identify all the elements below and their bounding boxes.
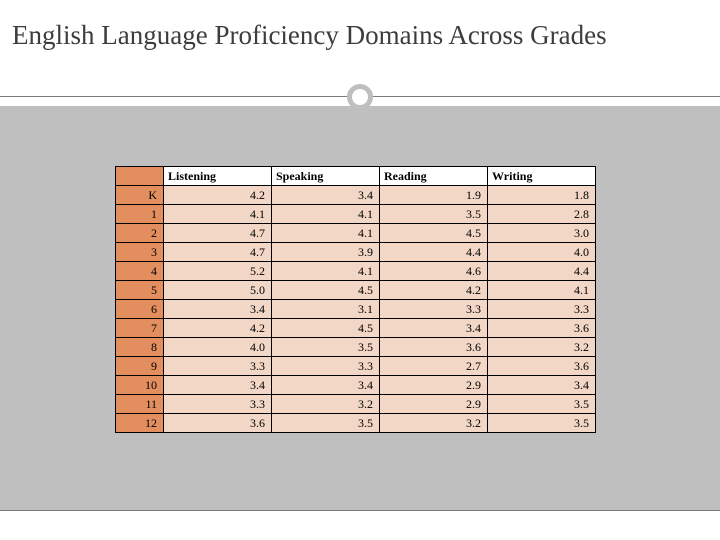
value-cell: 3.4 — [164, 300, 272, 319]
value-cell: 3.3 — [488, 300, 596, 319]
col-header: Writing — [488, 167, 596, 186]
value-cell: 4.4 — [488, 262, 596, 281]
grade-cell: 7 — [116, 319, 164, 338]
value-cell: 4.6 — [380, 262, 488, 281]
value-cell: 4.5 — [272, 319, 380, 338]
bottom-bar — [0, 510, 720, 540]
grade-cell: 9 — [116, 357, 164, 376]
table-row: 113.33.22.93.5 — [116, 395, 596, 414]
value-cell: 4.2 — [380, 281, 488, 300]
grade-cell: K — [116, 186, 164, 205]
value-cell: 3.4 — [272, 376, 380, 395]
value-cell: 3.2 — [380, 414, 488, 433]
table-row: 103.43.42.93.4 — [116, 376, 596, 395]
table-row: 34.73.94.44.0 — [116, 243, 596, 262]
grade-cell: 3 — [116, 243, 164, 262]
table-row: 93.33.32.73.6 — [116, 357, 596, 376]
grade-cell: 1 — [116, 205, 164, 224]
grade-cell: 4 — [116, 262, 164, 281]
col-header: Listening — [164, 167, 272, 186]
value-cell: 3.5 — [488, 414, 596, 433]
value-cell: 4.1 — [488, 281, 596, 300]
value-cell: 3.9 — [272, 243, 380, 262]
grade-header — [116, 167, 164, 186]
table-row: 55.04.54.24.1 — [116, 281, 596, 300]
table-row: 74.24.53.43.6 — [116, 319, 596, 338]
grade-cell: 2 — [116, 224, 164, 243]
value-cell: 3.3 — [164, 395, 272, 414]
value-cell: 3.6 — [380, 338, 488, 357]
value-cell: 4.1 — [272, 262, 380, 281]
value-cell: 3.4 — [272, 186, 380, 205]
proficiency-table: Listening Speaking Reading Writing K4.23… — [115, 166, 596, 433]
table-header-row: Listening Speaking Reading Writing — [116, 167, 596, 186]
col-header: Reading — [380, 167, 488, 186]
page-title: English Language Proficiency Domains Acr… — [12, 20, 607, 51]
grade-cell: 6 — [116, 300, 164, 319]
table-row: 123.63.53.23.5 — [116, 414, 596, 433]
grade-cell: 11 — [116, 395, 164, 414]
value-cell: 4.0 — [164, 338, 272, 357]
value-cell: 3.6 — [164, 414, 272, 433]
table-row: 63.43.13.33.3 — [116, 300, 596, 319]
table-row: 84.03.53.63.2 — [116, 338, 596, 357]
value-cell: 3.4 — [380, 319, 488, 338]
value-cell: 3.5 — [380, 205, 488, 224]
value-cell: 4.5 — [380, 224, 488, 243]
value-cell: 3.6 — [488, 357, 596, 376]
value-cell: 1.8 — [488, 186, 596, 205]
value-cell: 3.5 — [488, 395, 596, 414]
value-cell: 5.2 — [164, 262, 272, 281]
value-cell: 3.5 — [272, 414, 380, 433]
value-cell: 3.6 — [488, 319, 596, 338]
value-cell: 3.0 — [488, 224, 596, 243]
value-cell: 3.2 — [272, 395, 380, 414]
col-header: Speaking — [272, 167, 380, 186]
value-cell: 3.2 — [488, 338, 596, 357]
value-cell: 2.7 — [380, 357, 488, 376]
proficiency-table-wrap: Listening Speaking Reading Writing K4.23… — [115, 166, 596, 433]
value-cell: 4.7 — [164, 243, 272, 262]
value-cell: 3.5 — [272, 338, 380, 357]
table-row: 14.14.13.52.8 — [116, 205, 596, 224]
value-cell: 2.8 — [488, 205, 596, 224]
table-row: 45.24.14.64.4 — [116, 262, 596, 281]
value-cell: 3.3 — [164, 357, 272, 376]
value-cell: 4.1 — [164, 205, 272, 224]
value-cell: 3.4 — [164, 376, 272, 395]
value-cell: 4.7 — [164, 224, 272, 243]
value-cell: 2.9 — [380, 376, 488, 395]
value-cell: 4.2 — [164, 186, 272, 205]
value-cell: 5.0 — [164, 281, 272, 300]
value-cell: 4.5 — [272, 281, 380, 300]
value-cell: 2.9 — [380, 395, 488, 414]
value-cell: 1.9 — [380, 186, 488, 205]
value-cell: 4.1 — [272, 205, 380, 224]
value-cell: 4.2 — [164, 319, 272, 338]
value-cell: 3.3 — [272, 357, 380, 376]
value-cell: 4.1 — [272, 224, 380, 243]
grade-cell: 12 — [116, 414, 164, 433]
table-row: 24.74.14.53.0 — [116, 224, 596, 243]
grade-cell: 8 — [116, 338, 164, 357]
table-row: K4.23.41.91.8 — [116, 186, 596, 205]
value-cell: 4.0 — [488, 243, 596, 262]
value-cell: 3.3 — [380, 300, 488, 319]
grade-cell: 5 — [116, 281, 164, 300]
value-cell: 3.4 — [488, 376, 596, 395]
value-cell: 4.4 — [380, 243, 488, 262]
value-cell: 3.1 — [272, 300, 380, 319]
grade-cell: 10 — [116, 376, 164, 395]
